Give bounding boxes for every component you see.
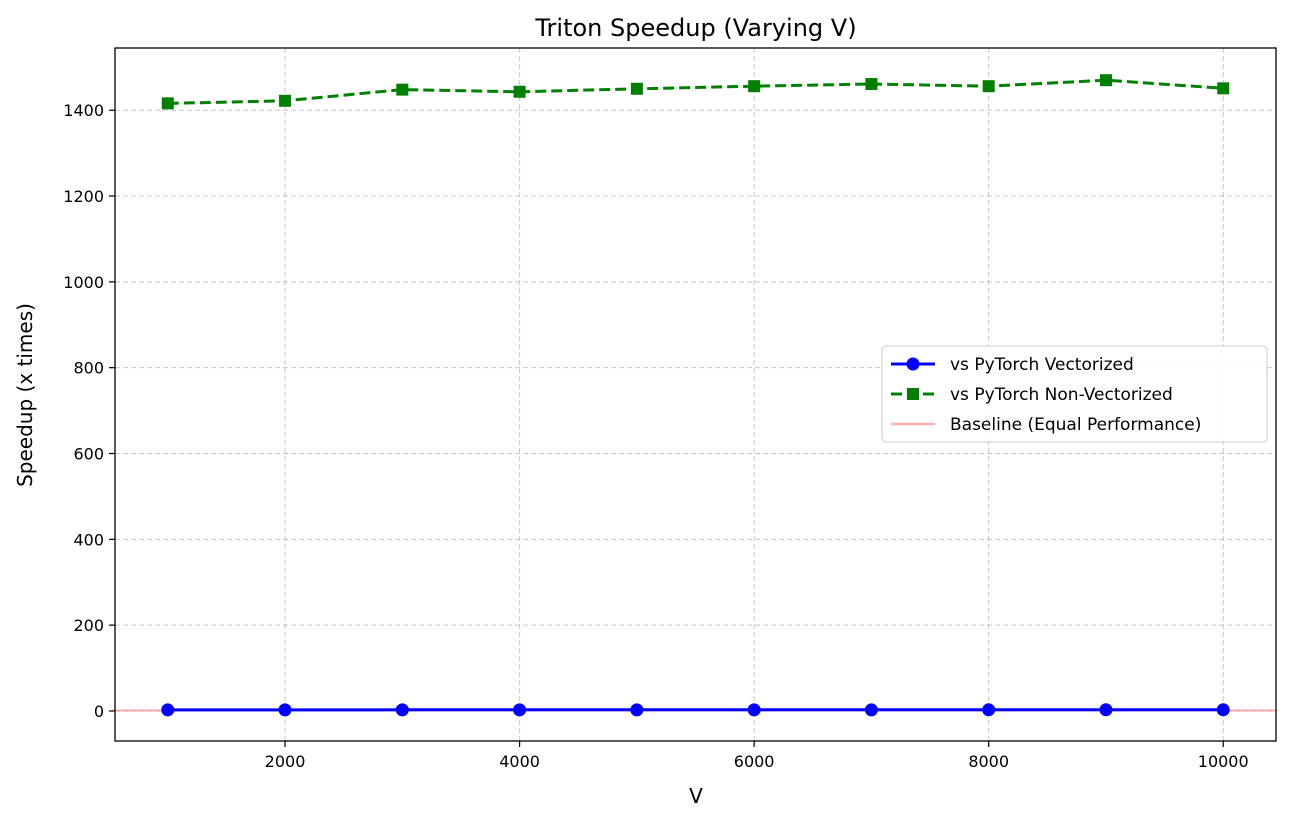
data-point — [395, 703, 409, 717]
data-point — [513, 85, 526, 98]
series-1 — [161, 74, 1230, 110]
y-tick-label: 1400 — [63, 101, 104, 120]
y-tick-label: 800 — [73, 359, 104, 378]
data-point — [1216, 703, 1230, 717]
y-tick-label: 600 — [73, 445, 104, 464]
x-tick-label: 2000 — [265, 752, 306, 771]
data-point — [513, 703, 527, 717]
series-layer — [161, 74, 1230, 717]
legend-label-non-vectorized: vs PyTorch Non-Vectorized — [950, 385, 1173, 405]
series-line — [167, 78, 1224, 105]
series-0 — [161, 703, 1230, 717]
data-point — [864, 703, 878, 717]
data-point — [630, 82, 643, 95]
data-point — [982, 703, 996, 717]
plot-frame — [114, 47, 1277, 742]
data-point — [1099, 74, 1112, 87]
data-point — [748, 80, 761, 93]
legend: vs PyTorch Vectorized vs PyTorch Non-Vec… — [881, 345, 1268, 443]
legend-box — [881, 345, 1268, 443]
data-point — [747, 703, 761, 717]
legend-label-vectorized: vs PyTorch Vectorized — [950, 355, 1134, 375]
data-point — [1099, 703, 1113, 717]
chart-title: Triton Speedup (Varying V) — [534, 14, 856, 42]
data-point — [982, 80, 995, 93]
x-axis-title: V — [689, 784, 703, 808]
y-tick-label: 1200 — [63, 187, 104, 206]
legend-marker-non-vectorized — [907, 388, 919, 400]
data-point — [278, 703, 292, 717]
data-point — [1217, 82, 1230, 95]
axis-ticks: 2000 4000 6000 8000 10000 0 200 400 600 800 1000 12… — [63, 101, 1248, 771]
data-point — [279, 94, 292, 107]
x-tick-label: 8000 — [968, 752, 1009, 771]
y-axis-title: Speedup (x times) — [13, 303, 37, 487]
y-tick-label: 400 — [73, 530, 104, 549]
data-point — [161, 97, 174, 110]
y-tick-label: 200 — [73, 616, 104, 635]
data-point — [396, 83, 409, 96]
y-tick-label: 0 — [94, 702, 104, 721]
x-tick-label: 6000 — [734, 752, 775, 771]
data-point — [630, 703, 644, 717]
data-point — [865, 78, 878, 91]
legend-label-baseline: Baseline (Equal Performance) — [950, 415, 1201, 435]
data-point — [161, 703, 175, 717]
x-tick-label: 4000 — [499, 752, 540, 771]
y-tick-label: 1000 — [63, 273, 104, 292]
legend-marker-vectorized — [906, 357, 920, 371]
x-tick-label: 10000 — [1198, 752, 1249, 771]
